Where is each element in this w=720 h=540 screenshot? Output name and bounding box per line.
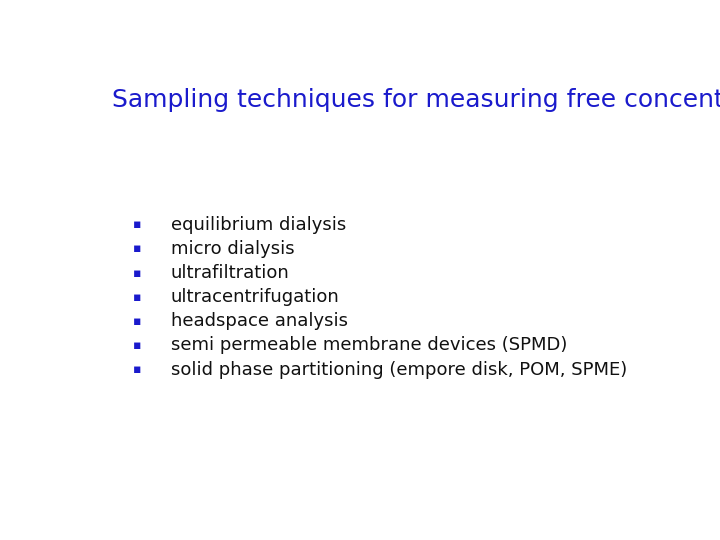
Text: headspace analysis: headspace analysis bbox=[171, 312, 348, 330]
Text: ▪: ▪ bbox=[133, 218, 142, 231]
Text: ultracentrifugation: ultracentrifugation bbox=[171, 288, 340, 306]
Text: ▪: ▪ bbox=[133, 242, 142, 255]
Text: equilibrium dialysis: equilibrium dialysis bbox=[171, 216, 346, 234]
Text: ▪: ▪ bbox=[133, 363, 142, 376]
Text: ▪: ▪ bbox=[133, 315, 142, 328]
Text: ultrafiltration: ultrafiltration bbox=[171, 264, 289, 282]
Text: semi permeable membrane devices (SPMD): semi permeable membrane devices (SPMD) bbox=[171, 336, 567, 354]
Text: ▪: ▪ bbox=[133, 267, 142, 280]
Text: micro dialysis: micro dialysis bbox=[171, 240, 294, 258]
Text: Sampling techniques for measuring free concentration: Sampling techniques for measuring free c… bbox=[112, 87, 720, 112]
Text: solid phase partitioning (empore disk, POM, SPME): solid phase partitioning (empore disk, P… bbox=[171, 361, 627, 379]
Text: ▪: ▪ bbox=[133, 339, 142, 352]
Text: ▪: ▪ bbox=[133, 291, 142, 303]
